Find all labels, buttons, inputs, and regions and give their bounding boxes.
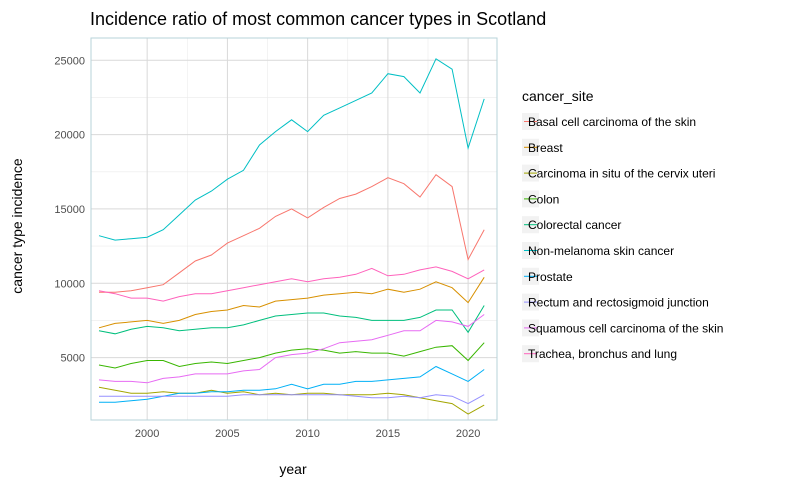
series-line-colorectal-cancer <box>98 305 485 335</box>
series-line-rectum-and-rectosigmoid-junction <box>99 394 485 405</box>
plot-area: 2000 2005 2010 2015 2020 5000 10000 15000 20000 2… <box>54 37 498 440</box>
legend-label-breast: Breast <box>528 141 563 155</box>
panel-border <box>90 37 498 421</box>
x-tick-label: 2000 <box>135 428 159 440</box>
x-tick-label: 2020 <box>456 428 480 440</box>
x-tick-label: 2010 <box>295 428 319 440</box>
legend-label-non-melanoma-skin-cancer: Non-melanoma skin cancer <box>528 244 674 258</box>
series-line-squamous-cell-carcinoma-of-the-skin <box>98 314 485 384</box>
legend-label-prostate: Prostate <box>528 270 573 284</box>
x-tick-label: 2005 <box>215 428 239 440</box>
series-line-basal-cell-carcinoma-of-the-skin <box>99 173 485 293</box>
legend-title: cancer_site <box>522 88 594 104</box>
series-line-breast <box>98 277 485 329</box>
series-line-non-melanoma-skin-cancer <box>98 58 485 241</box>
chart-title: Incidence ratio of most common cancer ty… <box>90 9 546 29</box>
legend-label-rectum-and-rectosigmoid-junction: Rectum and rectosigmoid junction <box>528 296 709 310</box>
series-line-colon <box>98 342 485 369</box>
x-tick-label: 2015 <box>376 428 400 440</box>
legend-label-colon: Colon <box>528 192 559 206</box>
legend-label-squamous-cell-carcinoma-of-the-skin: Squamous cell carcinoma of the skin <box>528 321 723 335</box>
legend-label-carcinoma-in-situ-of-the-cervix-uteri: Carcinoma in situ of the cervix uteri <box>528 167 715 181</box>
y-tick-label: 10000 <box>54 278 85 290</box>
x-axis-title: year <box>279 461 307 477</box>
y-tick-label: 20000 <box>54 130 85 142</box>
legend: Basal cell carcinoma of the skin Breast Ca… <box>522 113 723 363</box>
legend-label-trachea-bronchus-and-lung: Trachea, bronchus and lung <box>528 347 677 361</box>
y-tick-label: 25000 <box>54 55 85 67</box>
y-tick-label: 15000 <box>54 204 85 216</box>
y-axis-title: cancer type incidence <box>9 158 25 294</box>
legend-label-basal-cell-carcinoma-of-the-skin: Basal cell carcinoma of the skin <box>528 115 696 129</box>
y-tick-label: 5000 <box>61 353 85 365</box>
series-line-trachea-bronchus-and-lung <box>98 266 485 302</box>
legend-label-colorectal-cancer: Colorectal cancer <box>528 218 621 232</box>
